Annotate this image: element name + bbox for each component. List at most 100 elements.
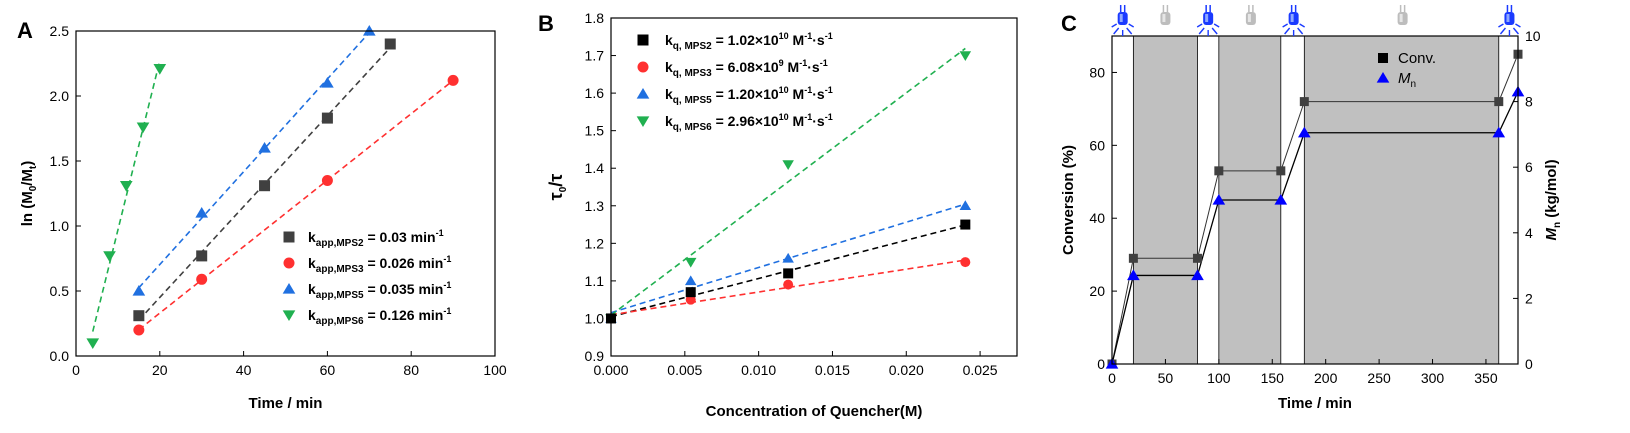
x-tick-label: 250	[1367, 370, 1391, 386]
y-tick-label-left: 40	[1089, 210, 1105, 226]
data-point-mn	[1297, 126, 1311, 138]
y-tick-label-left: 80	[1089, 64, 1105, 80]
y-tick-label: 1.1	[585, 273, 605, 289]
plot-frame	[75, 30, 496, 357]
data-point-mps5	[258, 141, 271, 153]
y-tick-label-right: 0	[1525, 356, 1533, 372]
conversion-line	[1111, 54, 1519, 365]
bulb-highlight	[1399, 14, 1403, 22]
x-tick-label: 0.015	[815, 362, 850, 378]
data-point-mps2	[133, 310, 145, 322]
data-point-mps6	[136, 122, 150, 134]
dark-period	[1132, 35, 1198, 365]
y-axis-label: ln (M0/Mt)	[19, 161, 39, 227]
x-tick-label: 40	[236, 362, 252, 378]
light-on-icon	[1498, 5, 1521, 36]
x-tick-label: 100	[483, 362, 507, 378]
legend-label-mps5: kq, MPS5 = 1.20×1010 M-1·s-1	[665, 85, 833, 106]
legend-marker-mps5	[636, 87, 650, 99]
data-point-mps6	[684, 257, 697, 268]
panel-label: C	[1061, 11, 1077, 36]
light-ray	[1128, 23, 1135, 28]
y-tick-label-left: 60	[1089, 137, 1105, 153]
y-tick-label-right: 8	[1525, 94, 1533, 110]
x-tick-label: 0.020	[889, 362, 924, 378]
data-point-mps2	[685, 287, 696, 298]
y-tick-label-right: 4	[1525, 225, 1533, 241]
x-axis-label: Time / min	[249, 395, 323, 412]
data-point-mps6	[103, 251, 116, 262]
x-tick-label: 300	[1421, 370, 1445, 386]
panel-label: A	[17, 18, 33, 43]
x-tick-label: 350	[1474, 370, 1498, 386]
data-point-mps2	[196, 250, 208, 262]
y-tick-label: 2.0	[50, 88, 70, 104]
light-ray	[1282, 23, 1288, 28]
light-on-icon	[1111, 5, 1135, 36]
y-tick-label: 0.0	[50, 348, 70, 364]
y-tick-label: 1.4	[585, 160, 605, 176]
legend-label-conversion: Conv.	[1398, 50, 1436, 67]
legend-label-mn: Mn	[1398, 70, 1416, 90]
light-ray	[1498, 23, 1504, 28]
fit-line-mps3	[138, 79, 454, 331]
data-point-mps5	[362, 24, 376, 36]
data-point-mn	[1127, 269, 1140, 281]
panel-a: 0 20 40 60 80 100 0.0 0.5 1.0 1.5 2.0 2.5 Time / min…	[17, 18, 507, 412]
x-tick-label: 150	[1261, 370, 1285, 386]
y-tick-label: 1.6	[585, 85, 605, 101]
data-point-mn	[1191, 269, 1204, 281]
bulb-highlight	[1247, 14, 1251, 22]
light-ray	[1284, 27, 1291, 35]
data-point-mps2	[321, 112, 333, 124]
x-tick-label: 200	[1314, 370, 1338, 386]
x-tick-label: 0	[1108, 370, 1116, 386]
x-tick-label: 0	[72, 362, 80, 378]
x-tick-label: 0.025	[963, 362, 998, 378]
y-tick-label: 1.8	[585, 10, 605, 26]
data-point-mn	[1274, 193, 1288, 205]
y-tick-label: 1.3	[585, 198, 605, 214]
bulb-highlight	[1506, 14, 1510, 22]
light-ray	[1211, 27, 1218, 35]
light-ray	[1126, 27, 1133, 35]
data-point-mps6	[86, 338, 100, 350]
bulb-highlight	[1290, 14, 1294, 22]
fit-line-mps5	[138, 32, 370, 289]
light-off-icon	[1397, 5, 1408, 25]
y-tick-label: 1.5	[585, 123, 605, 139]
light-ray	[1213, 23, 1220, 28]
data-point-conversion	[1299, 97, 1309, 107]
plot-frame	[610, 17, 1018, 357]
x-tick-label: 0.010	[741, 362, 776, 378]
legend-label-mps6: kapp,MPS6 = 0.126 min-1	[308, 306, 451, 327]
x-axis-label: Time / min	[1278, 395, 1352, 412]
data-point-mps2	[259, 180, 271, 192]
x-tick-label: 20	[152, 362, 168, 378]
fit-line-mps6	[610, 47, 966, 316]
y-axis-label-right: Mn (kg/mol)	[1543, 159, 1563, 240]
legend-marker-mps6	[282, 310, 296, 322]
x-tick-label: 60	[320, 362, 336, 378]
legend-label-mps5: kapp,MPS5 = 0.035 min-1	[308, 280, 451, 301]
y-tick-label: 0.5	[50, 283, 70, 299]
y-tick-label: 0.9	[585, 348, 605, 364]
panel-label: B	[538, 11, 554, 36]
data-point-mps5	[959, 200, 972, 211]
data-point-conversion	[1494, 97, 1504, 107]
y-tick-label-left: 0	[1097, 356, 1105, 372]
legend-marker-mn	[1376, 71, 1390, 83]
legend-label-mps3: kq, MPS3 = 6.08×109 M-1·s-1	[665, 58, 828, 79]
y-tick-label: 1.0	[50, 218, 70, 234]
data-point-mps5	[132, 284, 146, 296]
legend-marker-conversion	[1378, 53, 1388, 63]
data-point-mps2	[783, 268, 794, 279]
y-tick-label-right: 6	[1525, 159, 1533, 175]
light-ray	[1113, 27, 1120, 35]
light-ray	[1297, 27, 1304, 35]
legend-label-mps2: kapp,MPS2 = 0.03 min-1	[308, 228, 444, 249]
data-point-mps6	[959, 51, 972, 62]
data-point-mps2	[384, 38, 396, 50]
legend-marker-mps3	[637, 61, 649, 73]
